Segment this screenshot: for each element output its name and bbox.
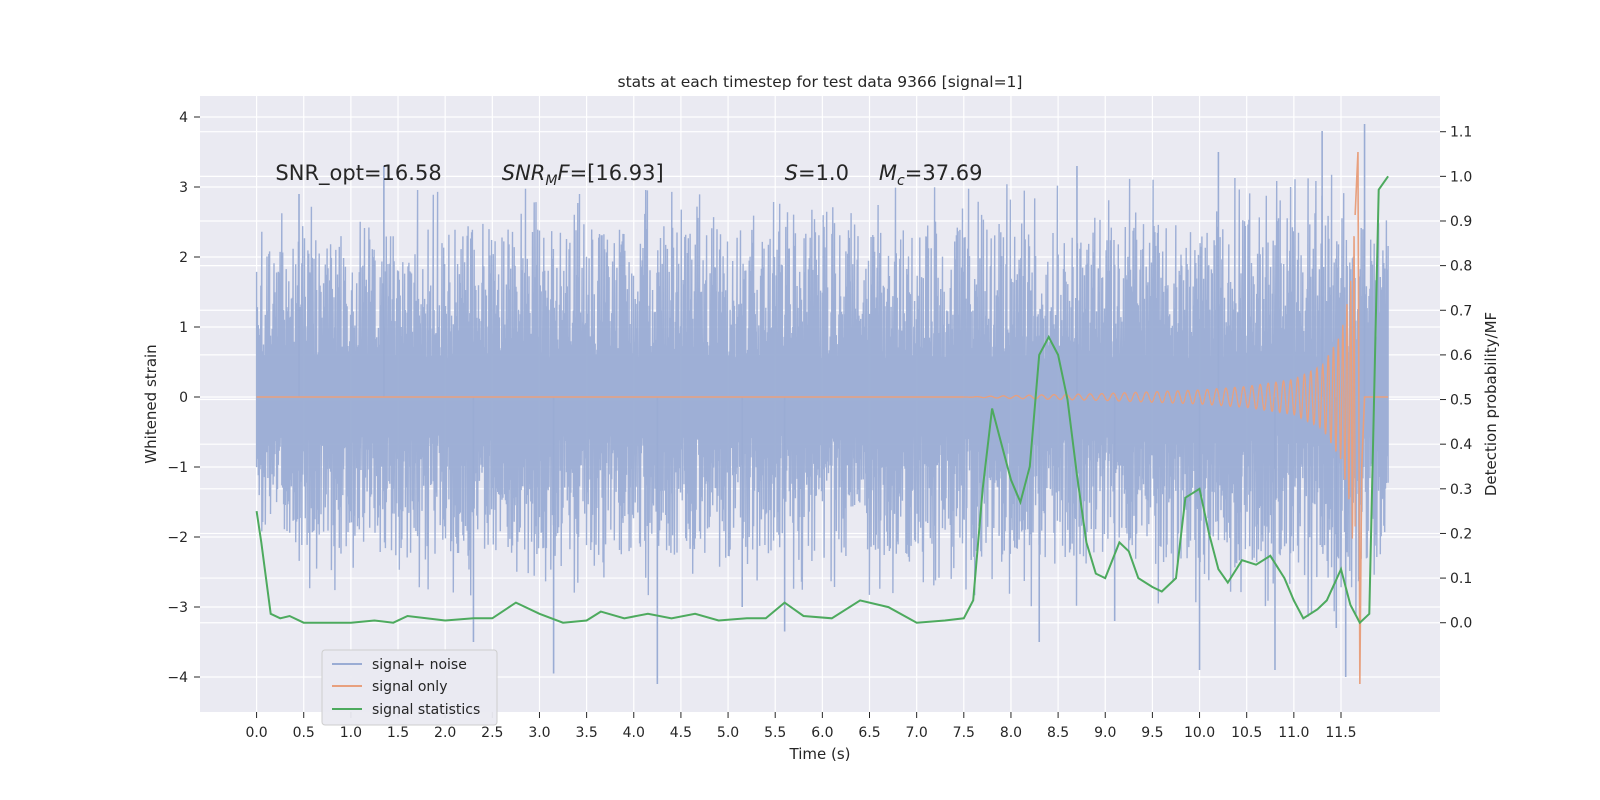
- x-tick-label: 4.0: [623, 725, 645, 741]
- signal-only-merger: [1354, 151, 1389, 685]
- legend-label-signal-statistics: signal statistics: [372, 702, 480, 718]
- x-axis-label: Time (s): [789, 745, 851, 763]
- x-tick-label: 1.5: [387, 725, 409, 741]
- y-tick-label-left: −2: [167, 530, 188, 546]
- x-tick-label: 8.0: [1000, 725, 1022, 741]
- y-tick-label-right: 0.9: [1450, 214, 1472, 230]
- x-tick-label: 1.0: [340, 725, 362, 741]
- annotations: SNR_opt=16.58 SNRMF=[16.93] S=1.0 Mc=37.69: [275, 161, 982, 189]
- y-tick-label-left: 2: [179, 250, 188, 266]
- x-tick-label: 7.5: [953, 725, 975, 741]
- x-tick-label: 10.0: [1184, 725, 1215, 741]
- y-tick-label-right: 1.1: [1450, 125, 1472, 141]
- y-tick-label-right: 0.3: [1450, 482, 1472, 498]
- y-tick-label-right: 0.8: [1450, 259, 1472, 275]
- x-tick-label: 6.5: [858, 725, 880, 741]
- x-tick-label: 9.0: [1094, 725, 1116, 741]
- x-tick-label: 7.0: [906, 725, 928, 741]
- series-signal-only: [256, 151, 1389, 685]
- x-tick-label: 0.0: [245, 725, 267, 741]
- x-tick-label: 6.0: [811, 725, 833, 741]
- y-axis-label-left: Whitened strain: [142, 344, 160, 463]
- x-tick-label: 5.0: [717, 725, 739, 741]
- y-tick-label-right: 0.6: [1450, 348, 1472, 364]
- y-tick-label-right: 0.1: [1450, 571, 1472, 587]
- x-tick-label: 8.5: [1047, 725, 1069, 741]
- annotation: SNR_opt=16.58: [275, 161, 441, 186]
- x-tick-label: 3.5: [575, 725, 597, 741]
- legend-label-signal-only: signal only: [372, 679, 447, 695]
- annotation: S=1.0: [785, 161, 849, 185]
- signal-only-line: [963, 235, 1356, 539]
- x-tick-label: 4.5: [670, 725, 692, 741]
- y-tick-label-right: 0.0: [1450, 616, 1472, 632]
- y-tick-label-left: 0: [179, 390, 188, 406]
- x-tick-label: 3.0: [528, 725, 550, 741]
- x-tick-label: 11.5: [1325, 725, 1356, 741]
- x-tick-label: 9.5: [1141, 725, 1163, 741]
- x-tick-label: 11.0: [1278, 725, 1309, 741]
- y-tick-label-left: −1: [167, 460, 188, 476]
- x-tick-label: 5.5: [764, 725, 786, 741]
- x-tick-label: 2.0: [434, 725, 456, 741]
- annotation: SNRMF=[16.93]: [502, 161, 664, 189]
- y-tick-label-right: 0.4: [1450, 437, 1472, 453]
- y-tick-label-right: 0.7: [1450, 303, 1472, 319]
- chart-title: stats at each timestep for test data 936…: [618, 73, 1023, 91]
- y-tick-label-left: 4: [179, 110, 188, 126]
- tick-labels: 0.0 0.5 1.0 1.5 2.0 2.5 3.0 3.5 4.0 4.5 5.0 5.5 6.0 6…: [167, 110, 1472, 741]
- y-axis-label-right: Detection probability/MF: [1482, 312, 1500, 496]
- legend-box: [321, 649, 498, 726]
- y-tick-label-right: 0.2: [1450, 526, 1472, 542]
- signal-statistics-line: [255, 175, 1389, 625]
- series-signal-statistics: [255, 175, 1389, 625]
- y-tick-label-left: 3: [179, 180, 188, 196]
- legend: signal+ noise signal only signal statist…: [321, 649, 498, 726]
- y-tick-label-left: −3: [167, 600, 188, 616]
- y-tick-label-left: 1: [179, 320, 188, 336]
- x-tick-label: 10.5: [1231, 725, 1262, 741]
- y-tick-label-right: 1.0: [1450, 169, 1472, 185]
- y-tick-label-right: 0.5: [1450, 393, 1472, 409]
- annotation: Mc=37.69: [879, 161, 983, 189]
- x-tick-label: 2.5: [481, 725, 503, 741]
- x-tick-label: 0.5: [293, 725, 315, 741]
- y-tick-label-left: −4: [167, 670, 188, 686]
- legend-label-signal-plus-noise: signal+ noise: [372, 657, 467, 673]
